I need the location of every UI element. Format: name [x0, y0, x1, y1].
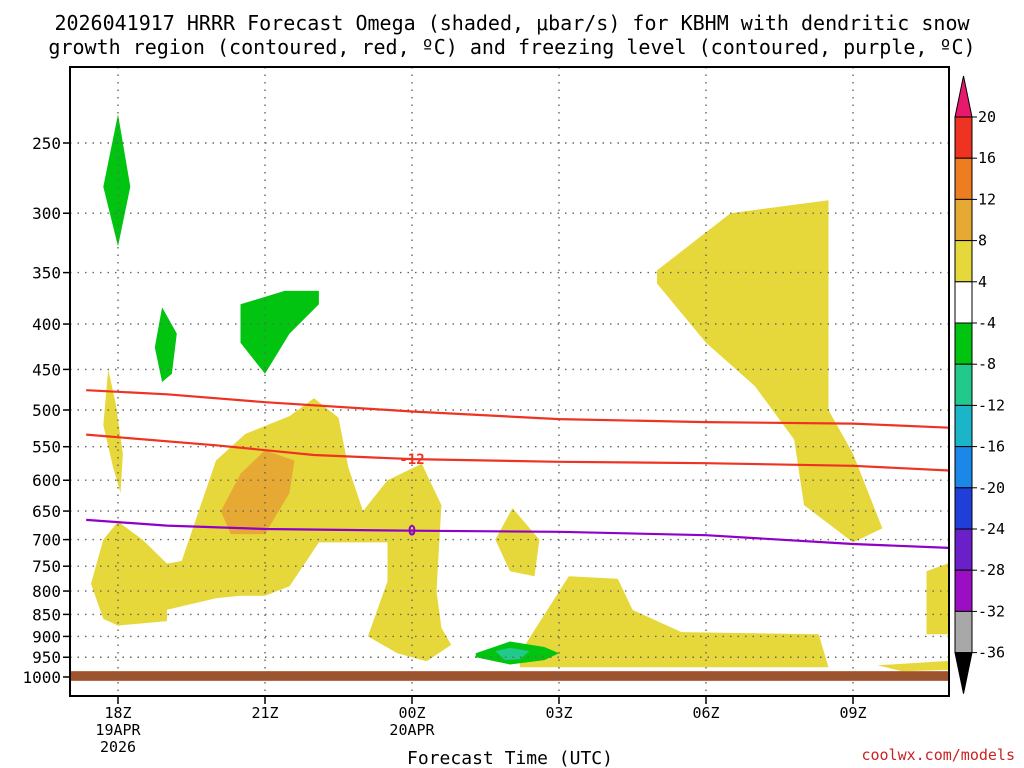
- plot-area: -12 0 250 300 350 400 450 500 550 600 650 700 750 80…: [22, 66, 950, 756]
- omega-shading-layer: [91, 114, 949, 672]
- colorbar-box-6: [954, 322, 973, 365]
- colorbar-box-4: [954, 240, 973, 283]
- colorbar-label-8: -16: [978, 438, 1005, 456]
- y-tick-label-350: 350: [32, 264, 61, 283]
- x-tick-label-18Z: 18Z: [104, 704, 131, 722]
- colorbar-label-2: 12: [978, 190, 996, 208]
- colorbar-bottom-arrow: [954, 652, 973, 694]
- plot-frame: [69, 66, 950, 697]
- contour-dendritic-lower: [86, 433, 949, 472]
- colorbar-label-6: -8: [978, 355, 996, 373]
- colorbar-label-0: 20: [978, 108, 996, 126]
- y-tick-label-700: 700: [32, 531, 61, 550]
- x-tick-label-00Z: 00Z: [398, 704, 425, 722]
- surface-band: [70, 671, 949, 681]
- contour-label-freezing-level: 0: [408, 524, 416, 540]
- colorbar-box-2: [954, 157, 973, 200]
- colorbar-label-10: -24: [978, 520, 1005, 538]
- y-tick-label-400: 400: [32, 315, 61, 334]
- omega-region-lift-4-8-far-right-b: [877, 660, 949, 672]
- omega-region-sink-4-8-small: [154, 307, 177, 382]
- y-tick-label-650: 650: [32, 502, 61, 521]
- x-tick-date-18Z: 19APR: [95, 721, 141, 739]
- x-tick-year-18Z: 2026: [100, 738, 136, 756]
- colorbar-box-12: [954, 569, 973, 612]
- colorbar-label-9: -20: [978, 479, 1005, 497]
- y-tick-label-500: 500: [32, 401, 61, 420]
- x-axis-title: Forecast Time (UTC): [407, 748, 613, 768]
- y-tick-label-800: 800: [32, 582, 61, 601]
- y-tick-label-900: 900: [32, 627, 61, 646]
- colorbar-box-8: [954, 404, 973, 448]
- omega-region-lift-4-8-lower-right: [519, 576, 829, 668]
- colorbar-label-3: 8: [978, 232, 987, 250]
- omega-region-lift-4-8-mid: [495, 508, 540, 577]
- y-tick-label-450: 450: [32, 360, 61, 379]
- colorbar-label-13: -36: [978, 644, 1005, 662]
- x-tick-label-06Z: 06Z: [692, 704, 719, 722]
- y-tick-label-950: 950: [32, 648, 61, 667]
- title-line-2: growth region (contoured, red, ºC) and f…: [48, 35, 975, 59]
- x-tick-label-03Z: 03Z: [545, 704, 572, 722]
- omega-region-lift-8-12-core: [220, 450, 295, 535]
- colorbar-box-13: [954, 610, 973, 654]
- surface-layer: [70, 671, 949, 681]
- x-tick-date-00Z: 20APR: [389, 721, 435, 739]
- watermark: coolwx.com/models: [861, 746, 1015, 764]
- contour-layer: -12 0: [86, 389, 949, 549]
- y-tick-label-850: 850: [32, 605, 61, 624]
- contour-label-dendritic-lower: -12: [399, 452, 424, 468]
- y-tick-label-1000: 1000: [22, 668, 61, 687]
- colorbar-box-9: [954, 446, 973, 489]
- omega-region-lift-4-8-far-right-a: [926, 562, 949, 635]
- colorbar-label-7: -12: [978, 396, 1005, 414]
- omega-region-sink-4-8-mid: [240, 290, 319, 374]
- y-axis: 250 300 350 400 450 500 550 600 650 700 750 800 850 9…: [22, 134, 70, 687]
- contour-freezing-level: [86, 518, 949, 549]
- y-tick-label-550: 550: [32, 438, 61, 457]
- chart-title: 2026041917 HRRR Forecast Omega (shaded, …: [48, 11, 975, 59]
- colorbar-top-arrow: [954, 75, 973, 118]
- omega-region-lift-4-8-upper-right: [657, 200, 883, 543]
- colorbar-label-5: -4: [978, 314, 996, 332]
- colorbar-label-4: 4: [978, 273, 987, 291]
- y-tick-label-300: 300: [32, 204, 61, 223]
- colorbar-box-7: [954, 363, 973, 406]
- colorbar-label-1: 16: [978, 149, 996, 167]
- y-tick-label-250: 250: [32, 134, 61, 153]
- colorbar-box-1: [954, 116, 973, 159]
- colorbar-box-3: [954, 198, 973, 242]
- colorbar-label-11: -28: [978, 561, 1005, 579]
- colorbar-box-11: [954, 528, 973, 571]
- omega-region-sink-4-8-top: [103, 114, 131, 247]
- omega-region-lift-4-8-narrow: [103, 369, 123, 493]
- colorbar: 20 16 12 8 4 -4 -8 -12 -16 -20 -24 -28 -32 -36: [954, 75, 1005, 694]
- y-tick-label-750: 750: [32, 557, 61, 576]
- x-tick-label-21Z: 21Z: [251, 704, 278, 722]
- y-tick-label-600: 600: [32, 471, 61, 490]
- title-line-1: 2026041917 HRRR Forecast Omega (shaded, …: [54, 11, 970, 35]
- colorbar-box-5: [954, 281, 973, 324]
- colorbar-box-10: [954, 487, 973, 530]
- x-tick-label-09Z: 09Z: [839, 704, 866, 722]
- colorbar-label-12: -32: [978, 602, 1005, 620]
- contour-dendritic-upper: [86, 389, 949, 429]
